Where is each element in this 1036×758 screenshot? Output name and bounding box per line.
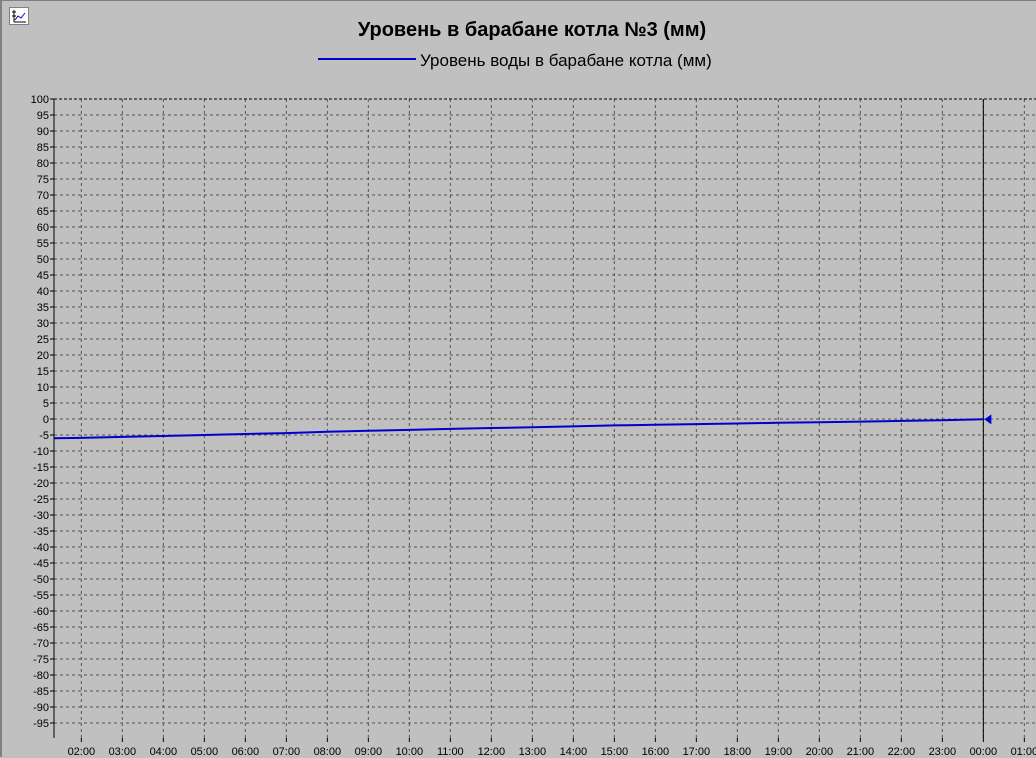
x-tick-label: 15:00 [601,746,629,758]
y-tick-label: -45 [33,558,49,570]
legend-label: Уровень воды в барабане котла (мм) [420,51,712,70]
y-tick-label: 70 [37,190,49,202]
chart-title: Уровень в барабане котла №3 (мм) [358,19,706,41]
x-tick-label: 01:00 [1011,746,1036,758]
y-tick-label: -30 [33,510,49,522]
series-layer [53,414,992,440]
y-tick-label: -35 [33,526,49,538]
y-tick-label: 50 [37,254,49,266]
x-tick-label: 06:00 [232,746,260,758]
x-tick-label: 17:00 [683,746,711,758]
y-tick-label: 65 [37,206,49,218]
y-tick-label: -20 [33,478,49,490]
x-tick-label: 19:00 [765,746,793,758]
x-tick-label: 12:00 [478,746,506,758]
x-tick-label: 08:00 [314,746,342,758]
x-tick-label: 22:00 [888,746,916,758]
y-tick-label: 100 [31,94,49,106]
x-tick-label: 03:00 [109,746,137,758]
series-line [53,418,984,440]
y-tick-label: -15 [33,462,49,474]
y-tick-label: 30 [37,318,49,330]
y-tick-label: 60 [37,222,49,234]
x-tick-label: 00:00 [970,746,998,758]
y-tick-label: -60 [33,606,49,618]
legend: Уровень воды в барабане котла (мм) [318,51,712,70]
y-tick-label: 5 [43,398,49,410]
current-value-marker [984,414,992,425]
y-tick-label: 0 [43,414,49,426]
y-tick-label: 55 [37,238,49,250]
y-tick-label: 25 [37,334,49,346]
y-tick-label: -40 [33,542,49,554]
y-tick-label: -80 [33,670,49,682]
x-tick-label: 13:00 [519,746,547,758]
y-tick-label: -90 [33,702,49,714]
y-tick-label: 40 [37,286,49,298]
y-tick-label: 75 [37,174,49,186]
y-tick-label: 85 [37,142,49,154]
x-tick-label: 20:00 [806,746,834,758]
y-tick-label: -70 [33,638,49,650]
x-tick-label: 02:00 [68,746,96,758]
x-tick-label: 14:00 [560,746,588,758]
y-tick-label: 80 [37,158,49,170]
y-tick-label: 10 [37,382,49,394]
y-tick-label: 15 [37,366,49,378]
grid [54,99,1036,738]
x-tick-label: 16:00 [642,746,670,758]
y-tick-label: 90 [37,126,49,138]
x-tick-label: 09:00 [355,746,383,758]
y-tick-label: 45 [37,270,49,282]
x-tick-label: 23:00 [929,746,957,758]
x-tick-label: 21:00 [847,746,875,758]
y-axis: 1009590858075706560555045403530252015105… [31,94,54,730]
x-tick-label: 04:00 [150,746,178,758]
x-tick-label: 07:00 [273,746,301,758]
x-tick-label: 05:00 [191,746,219,758]
y-tick-label: -10 [33,446,49,458]
x-axis: 02:00 03:00 04:00 05:00 06:00 07:00 08:00 09:00… [68,738,1036,758]
y-tick-label: -65 [33,622,49,634]
x-tick-label: 11:00 [437,746,464,758]
x-tick-label: 10:00 [396,746,424,758]
y-tick-label: -55 [33,590,49,602]
y-tick-label: -25 [33,494,49,506]
y-tick-label: -85 [33,686,49,698]
y-tick-label: -50 [33,574,49,586]
y-tick-label: -95 [33,718,49,730]
y-tick-label: -5 [39,430,49,442]
y-tick-label: 35 [37,302,49,314]
y-tick-label: 95 [37,110,49,122]
x-tick-label: 18:00 [724,746,752,758]
y-tick-label: -75 [33,654,49,666]
chart-settings-icon[interactable] [9,7,29,25]
y-tick-label: 20 [37,350,49,362]
